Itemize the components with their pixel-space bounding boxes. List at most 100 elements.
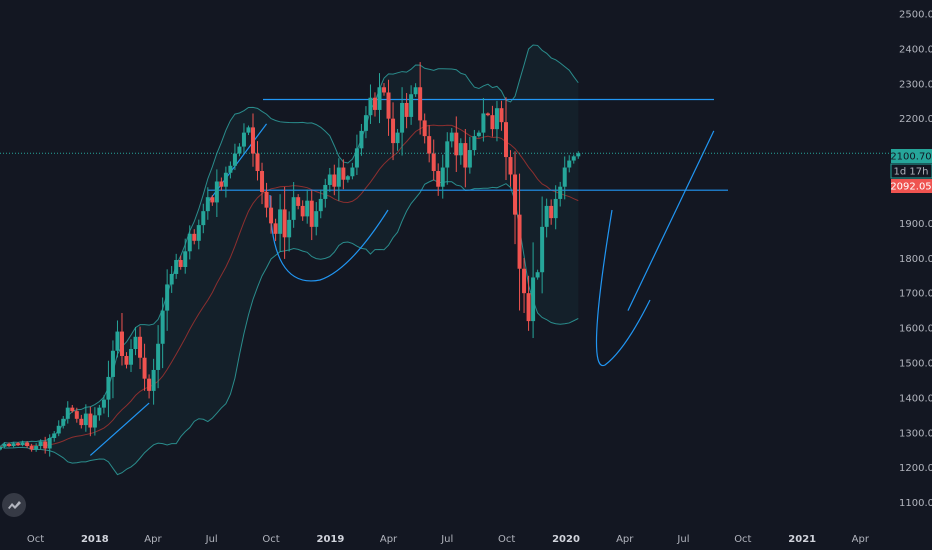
- candle-body: [65, 407, 70, 419]
- candle-body: [223, 172, 228, 187]
- candle-body: [436, 171, 441, 187]
- candle-body: [476, 132, 481, 137]
- candle-body: [558, 186, 563, 199]
- plot-area[interactable]: [0, 44, 890, 476]
- candle-body: [404, 102, 409, 117]
- price-tick-label: 2200.00: [899, 114, 932, 125]
- candle-body: [160, 310, 165, 344]
- candle-body: [151, 369, 156, 391]
- candle-body: [29, 446, 34, 450]
- candle-body: [16, 443, 21, 445]
- candle-body: [522, 268, 527, 294]
- time-tick-label: Oct: [734, 534, 751, 545]
- candle-body: [571, 156, 576, 161]
- candle-body: [431, 153, 436, 172]
- price-tick-label: 1200.00: [899, 463, 932, 474]
- candle-body: [178, 260, 183, 267]
- candle-body: [119, 331, 124, 356]
- time-tick-label: 2018: [81, 534, 109, 545]
- candle-body: [147, 378, 152, 391]
- candle-body: [241, 132, 246, 147]
- candle-body: [418, 87, 423, 121]
- candle-body: [83, 413, 88, 426]
- candle-body: [345, 176, 350, 180]
- time-axis[interactable]: Oct 2018 Apr Jul Oct 2019 Apr Jul Oct 2020 Apr Jul O…: [27, 534, 870, 545]
- candle-body: [391, 118, 396, 144]
- candle-body: [138, 336, 143, 358]
- candle-body: [535, 272, 540, 278]
- candle-body: [287, 219, 292, 238]
- candle-body: [56, 425, 61, 434]
- candle-body: [156, 343, 161, 370]
- candle-body: [544, 205, 549, 227]
- candle-body: [201, 211, 206, 226]
- price-tick-label: 2300.00: [899, 79, 932, 90]
- price-tick-label: 1300.00: [899, 428, 932, 439]
- time-tick-label: Jul: [440, 534, 453, 545]
- candle-body: [508, 157, 513, 175]
- price-tick-label: 2500.00: [899, 9, 932, 20]
- prev-close-tag: 2092.05: [890, 179, 932, 193]
- candle-body: [92, 415, 97, 428]
- candle-body: [61, 418, 66, 426]
- candle-body: [350, 167, 355, 177]
- candle-body: [531, 277, 536, 322]
- candle-body: [47, 438, 52, 449]
- candle-body: [210, 197, 215, 203]
- time-tick-label: 2021: [788, 534, 816, 545]
- bollinger-upper-line: [0, 44, 579, 448]
- candle-body: [219, 181, 224, 187]
- candle-body: [43, 441, 48, 449]
- candle-body: [260, 171, 265, 192]
- candle-body: [472, 136, 477, 151]
- candle-body: [38, 441, 43, 447]
- candle-body: [115, 331, 120, 351]
- tradingview-logo-icon[interactable]: [2, 493, 26, 517]
- candle-body: [309, 200, 314, 227]
- prev-close-tag-bg: [891, 179, 932, 193]
- candle-body: [11, 443, 16, 447]
- time-tick-label: Oct: [498, 534, 515, 545]
- candle-body: [314, 211, 319, 227]
- v-bottom-drawing: [595, 209, 651, 367]
- candle-body: [273, 223, 278, 234]
- candle-body: [142, 357, 147, 379]
- countdown-tag-bg: [890, 163, 932, 179]
- candle-body: [327, 174, 332, 185]
- candle-body: [183, 251, 188, 267]
- candle-body: [232, 153, 237, 166]
- candle-body: [246, 127, 251, 133]
- time-tick-label: Apr: [144, 534, 162, 545]
- candle-body: [278, 209, 283, 234]
- price-tick-label: 1900.00: [899, 219, 932, 230]
- candle-body: [485, 113, 490, 116]
- price-tick-label: 2400.00: [899, 44, 932, 55]
- candle-body: [503, 122, 508, 158]
- candle-body: [291, 197, 296, 220]
- candle-body: [553, 198, 558, 219]
- candle-body: [192, 233, 197, 241]
- candle-body: [540, 226, 545, 273]
- candle-body: [481, 113, 486, 133]
- candle-body: [372, 97, 377, 110]
- candle-body: [440, 167, 445, 187]
- candle-body: [377, 87, 382, 110]
- price-axis[interactable]: 1100.00 1200.00 1300.00 1400.00 1500.00 1600.…: [899, 9, 932, 509]
- time-tick-label: Apr: [852, 534, 870, 545]
- candle-body: [34, 446, 39, 450]
- candle-body: [269, 207, 274, 224]
- candle-body: [74, 411, 79, 419]
- candle-body: [282, 209, 287, 238]
- candle-body: [499, 108, 504, 123]
- time-tick-label: Jul: [676, 534, 689, 545]
- candle-body: [382, 87, 387, 93]
- candle-body: [427, 136, 432, 154]
- last-price-label: 2100.70: [890, 152, 931, 163]
- candle-body: [323, 184, 328, 199]
- candle-body: [567, 160, 572, 168]
- trend-line: [89, 402, 150, 456]
- candle-body: [413, 87, 418, 95]
- time-tick-label: 2019: [317, 534, 345, 545]
